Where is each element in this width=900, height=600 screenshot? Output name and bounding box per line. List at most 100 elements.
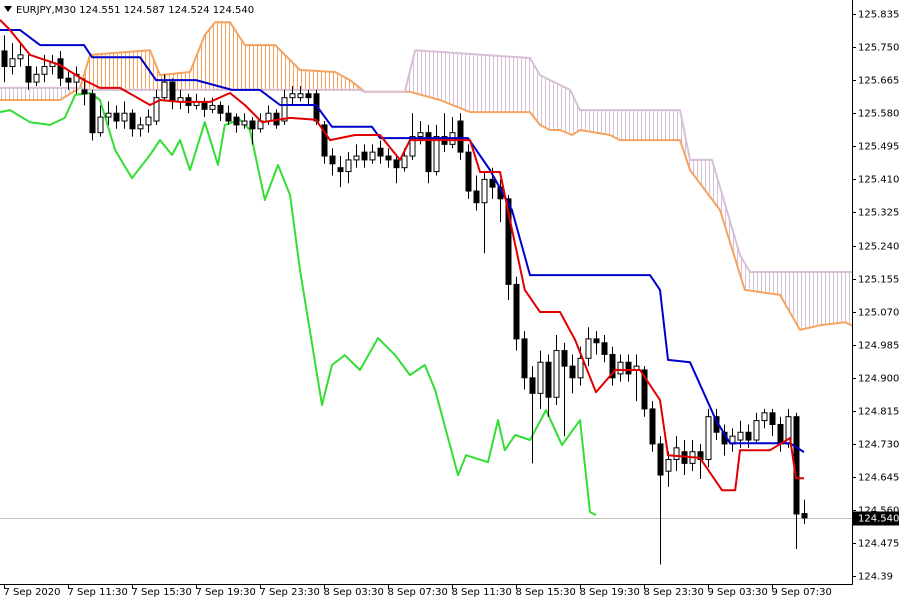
senkou-span-b [0,49,852,273]
candle-body [361,151,368,161]
candle-body [801,513,808,519]
candle-body [569,365,576,379]
candle-body [209,104,216,110]
candle-body [417,132,424,138]
candle-body [457,120,464,153]
candle-body [665,458,672,472]
x-tick-label: 8 Sep 11:30 [452,587,512,598]
candle-body [1,50,8,68]
x-tick-label: 8 Sep 23:30 [644,587,704,598]
candle-body [777,423,784,445]
candle-body [129,112,136,130]
candle-body [537,361,544,394]
y-tick-label: 125.325 [858,208,899,219]
y-tick-label: 125.070 [858,308,899,319]
candle-body [41,66,48,75]
candle-body [241,120,248,126]
x-tick-label: 8 Sep 19:30 [580,587,640,598]
y-tick-label: 124.645 [858,473,899,484]
candle-body [433,136,440,173]
x-tick-label: 7 Sep 15:30 [132,587,192,598]
candle-body [529,377,536,394]
candle-body [385,155,392,161]
candle-body [337,167,344,173]
candle-body [17,54,24,60]
candle-body [89,93,96,134]
candle-body [401,155,408,169]
candle-body [145,116,152,126]
candle-body [57,58,64,79]
candle-body [577,357,584,379]
y-tick-label: 124.900 [858,374,899,385]
candle-body [369,151,376,161]
y-tick-label: 125.580 [858,109,899,120]
tenkan-sen [0,19,804,492]
candle-body [505,198,512,285]
candle-body [65,77,72,83]
candle-body [153,97,160,122]
candle-body [641,369,648,410]
candle-body [553,350,560,398]
candle-body [761,412,768,422]
x-tick-label: 8 Sep 07:30 [388,587,448,598]
x-tick-label: 7 Sep 2020 [4,587,61,598]
y-tick-label: 125.240 [858,242,899,253]
candle-body [33,73,40,83]
candle-body [25,66,32,83]
candle-body [737,431,744,441]
candle-body [473,190,480,204]
candle-body [137,124,144,130]
y-tick-label: 125.665 [858,76,899,87]
plot-area [0,19,852,565]
candle-body [169,81,176,103]
candle-body [513,283,520,340]
candle-body [769,412,776,425]
candle-body [305,93,312,99]
x-tick-label: 8 Sep 15:30 [516,587,576,598]
candle-body [465,151,472,192]
kijun-sen [0,29,805,453]
senkou-span-a [0,21,852,331]
candle-body [625,361,632,375]
y-tick-label: 124.39 [858,572,893,583]
candle-body [281,97,288,122]
candle-body [585,338,592,359]
candle-body [481,178,488,204]
y-tick-label: 124.475 [858,539,899,550]
candle-body [265,112,272,122]
candle-body [593,338,600,344]
candle-body [225,112,232,122]
candle-body [105,112,112,118]
candle-body [297,93,304,99]
candle-body [249,120,256,130]
x-tick-label: 7 Sep 23:30 [260,587,320,598]
candle-body [321,124,328,157]
candle-body [233,116,240,126]
candle-body [745,431,752,441]
x-tick-label: 8 Sep 03:30 [324,587,384,598]
candle-body [657,443,664,476]
candle-body [617,361,624,375]
y-tick-label: 125.155 [858,275,899,286]
candle-body [329,155,336,165]
y-tick-label: 125.495 [858,142,899,153]
candle-body [393,159,400,169]
candle-body [9,58,16,68]
candle-body [561,350,568,367]
menu-triangle[interactable] [4,6,12,12]
candle-body [753,420,760,441]
candle-body [121,112,128,122]
y-tick-label: 124.730 [858,440,899,451]
price-label-box [853,511,899,526]
y-tick-label: 125.750 [858,43,899,54]
x-tick-label: 9 Sep 03:30 [708,587,768,598]
candle-body [409,136,416,157]
candle-body [97,116,104,134]
candle-body [289,93,296,99]
price-label: 124.540 [858,514,899,525]
chart-title: EURJPY,M30 124.551 124.587 124.524 124.5… [16,5,254,16]
candle-body [425,132,432,173]
candle-body [673,447,680,460]
